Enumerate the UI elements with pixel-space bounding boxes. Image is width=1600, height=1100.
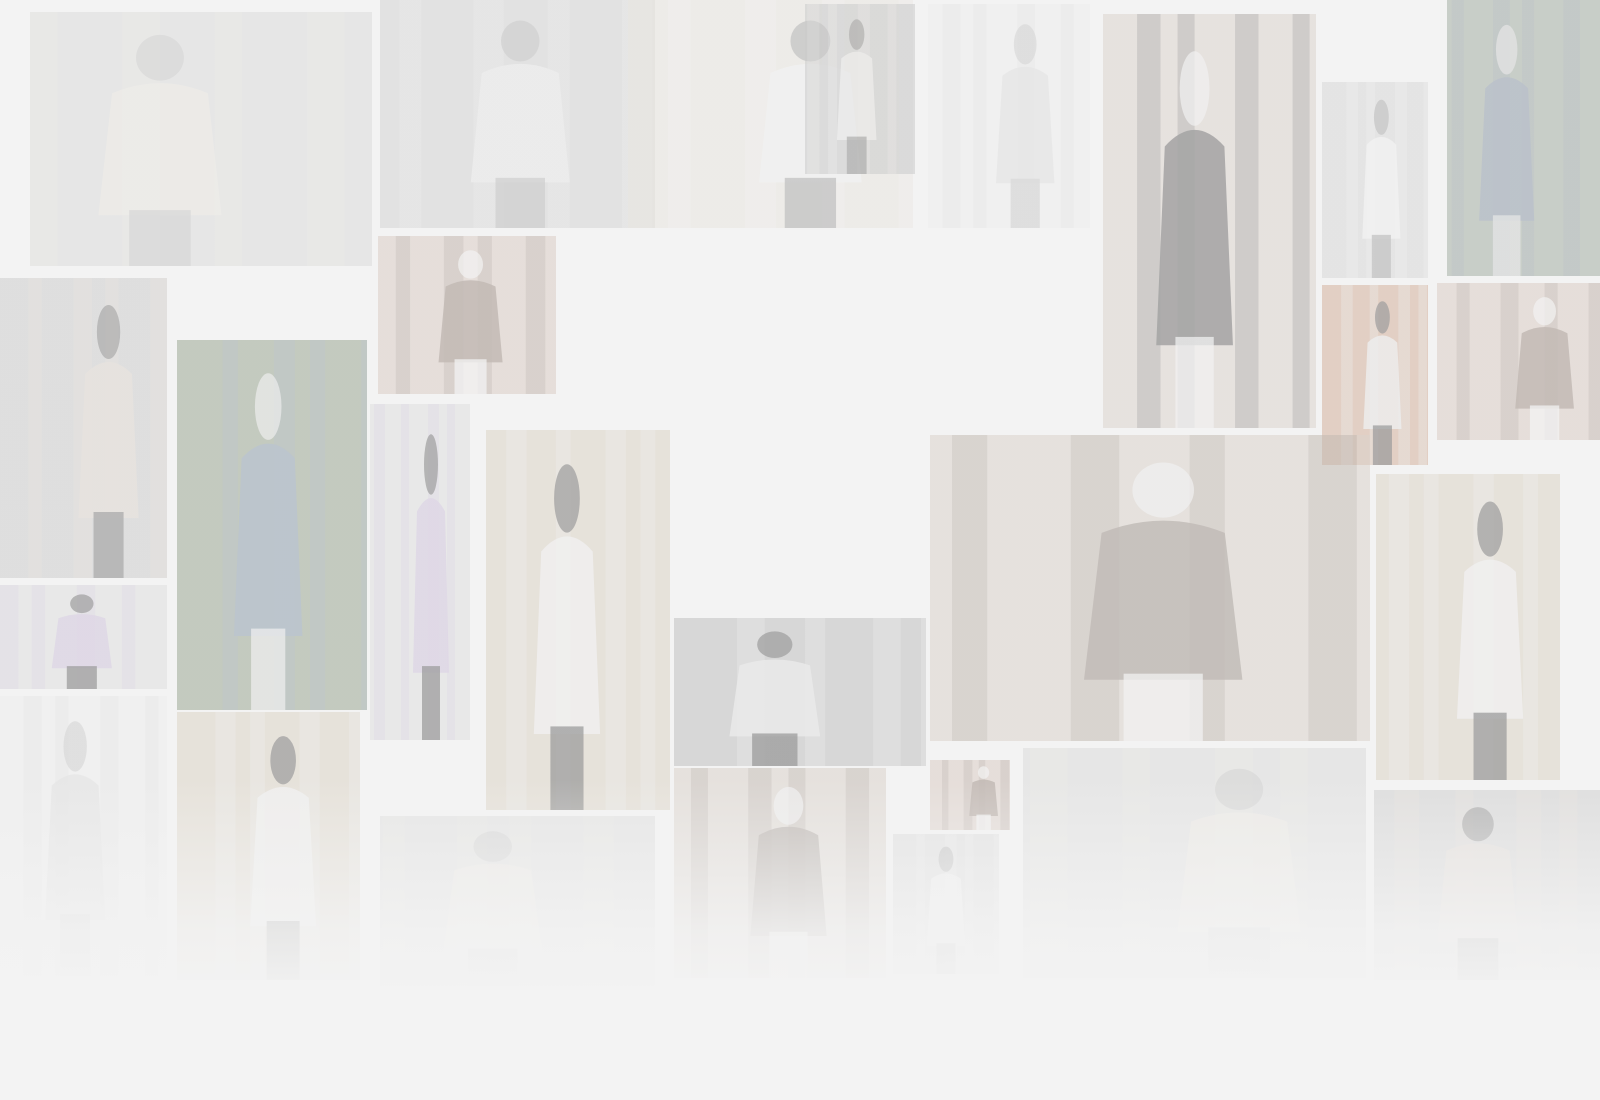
photo-image	[177, 340, 367, 710]
photo-image	[1437, 283, 1600, 440]
photo-image	[0, 278, 167, 578]
photo-image	[1447, 0, 1600, 276]
photo-image	[30, 12, 372, 266]
photo-tile-model-beige-sweater	[486, 430, 670, 810]
photo-tile-model-street-plaid-coat	[1023, 748, 1366, 978]
photo-tile-model-bob-portrait	[930, 435, 1370, 741]
photo-image	[0, 696, 167, 976]
photo-image	[930, 760, 1010, 830]
photo-tile-boots-detail	[0, 585, 167, 689]
photo-tile-model-street-plaid-coat	[30, 12, 372, 266]
photo-tile-model-white-cardigan-crossbody	[928, 4, 1090, 228]
photo-tile-sunglasses-closeup	[930, 760, 1010, 830]
photo-tile-group-seated-rooftop	[1374, 790, 1600, 980]
photo-tile-model-beige-sweater	[177, 712, 360, 980]
photo-image	[893, 834, 999, 974]
photo-tile-model-white-sweater	[805, 4, 915, 174]
photo-tile-sunglasses-closeup	[1437, 283, 1600, 440]
photo-tile-model-beige-sweater	[1376, 474, 1560, 780]
photo-image	[1103, 14, 1316, 428]
photo-image	[0, 585, 167, 689]
photo-tile-model-patchwork-poncho	[380, 0, 655, 228]
photo-tile-model-knit-hood	[893, 834, 999, 974]
photo-tile-model-white-cardigan-crossbody	[0, 696, 167, 976]
photo-image	[370, 404, 470, 740]
photo-image	[380, 0, 655, 228]
photo-tile-model-green-parka	[1447, 0, 1600, 276]
photo-tile-group-four-friends	[674, 618, 926, 766]
photo-image	[1322, 82, 1428, 278]
photo-image	[177, 712, 360, 980]
photo-image	[486, 430, 670, 810]
photo-tile-model-knit-hood	[1322, 82, 1428, 278]
photo-image	[378, 236, 556, 394]
photo-tile-boots-detail	[370, 404, 470, 740]
photo-tile-model-street-plaid-coat	[380, 816, 655, 986]
photo-image	[674, 768, 886, 978]
photo-image	[928, 4, 1090, 228]
photo-tile-sunglasses-closeup	[378, 236, 556, 394]
photo-tile-model-parka-ponytail	[177, 340, 367, 710]
photo-image	[674, 618, 926, 766]
photo-image	[805, 4, 915, 174]
photo-tile-model-brick-wall-cardigan	[1103, 14, 1316, 428]
photo-image	[1374, 790, 1600, 980]
photo-image	[1023, 748, 1366, 978]
photo-tile-group-seated-rooftop	[0, 278, 167, 578]
photo-image	[1376, 474, 1560, 780]
photo-image	[930, 435, 1370, 741]
photo-image	[380, 816, 655, 986]
photo-tile-model-bob-portrait	[674, 768, 886, 978]
